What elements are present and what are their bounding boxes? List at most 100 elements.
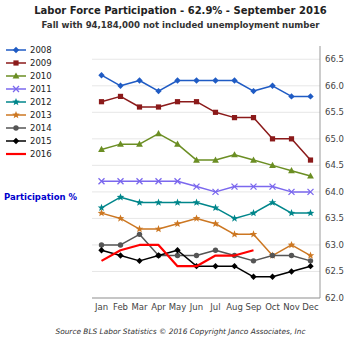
grid-line [92,271,320,272]
point [193,77,199,83]
legend-marker [12,111,20,118]
y-tick-label: 64.0 [325,187,344,197]
point [307,93,313,99]
y-tick-label: 63.0 [325,240,344,250]
point [251,258,256,263]
subtitle: Fall with 94,184,000 not included unempl… [41,20,320,30]
grid-line [92,112,320,113]
legend-swatch [6,153,26,155]
legend-marker [12,98,20,105]
legend-marker [13,60,18,65]
point [194,99,199,104]
point [193,156,200,162]
point [231,263,237,269]
point [136,77,142,83]
point [99,99,104,104]
point [250,274,256,280]
legend-marker [13,47,19,53]
legend-marker [13,125,18,130]
point [174,199,182,206]
x-tick-label: Dec [302,302,319,312]
point [213,189,219,195]
series-line [102,181,311,192]
point [231,151,238,157]
grid-line [92,244,320,245]
point [250,230,258,237]
x-tick-label: Feb [113,302,128,312]
point [289,136,294,141]
point [232,115,237,120]
point [156,253,161,258]
legend-marker [13,138,19,144]
point [269,162,276,168]
point [269,252,277,259]
point [307,172,314,178]
legend-label: 2010 [30,71,52,81]
point [232,184,238,190]
point [269,274,275,280]
point [251,115,256,120]
legend-label: 2016 [30,149,52,159]
grid-line [92,298,320,299]
point [155,225,163,232]
grid-line [92,59,320,60]
x-tick-label: Aug [226,302,243,312]
point [117,83,123,89]
x-tick-label: Jul [209,302,220,312]
point [175,253,180,258]
point [156,104,161,109]
y-tick-label: 64.5 [325,160,344,170]
x-axis-line [92,298,320,299]
point [155,88,161,94]
point [175,99,180,104]
point [174,247,180,253]
point [117,141,124,147]
point [308,258,313,263]
point [155,252,161,258]
y-axis-line [320,46,321,298]
grid-line [92,191,320,192]
point [307,209,315,216]
point [213,248,218,253]
point [212,220,220,227]
series-line [102,134,311,176]
legend-label: 2013 [30,110,52,120]
point [288,167,295,173]
point [308,189,314,195]
point [174,77,180,83]
point [270,136,275,141]
point [231,214,239,221]
series-line [102,197,311,218]
point [136,225,144,232]
point [308,157,313,162]
point [174,220,182,227]
point [118,94,123,99]
series-line [102,75,311,96]
x-tick-label: Nov [283,302,300,312]
point [98,209,106,216]
y-tick-label: 62.0 [325,293,344,303]
point [212,204,220,211]
x-tick-label: Sep [245,302,261,312]
point [118,242,123,247]
point [289,253,294,258]
point [193,214,201,221]
point [212,77,218,83]
grid-line [92,165,320,166]
y-tick-label: 65.0 [325,134,344,144]
legend-label: 2014 [30,123,52,133]
point [117,252,123,258]
point [288,93,294,99]
legend-label: 2012 [30,97,52,107]
point [155,130,162,136]
y-tick-label: 66.5 [325,54,344,64]
point [288,268,294,274]
grid-line [92,85,320,86]
y-tick-label: 63.5 [325,213,344,223]
point [250,209,258,216]
y-tick-label: 62.5 [325,266,344,276]
grid-line [92,218,320,219]
point [212,156,219,162]
point [117,193,125,200]
x-tick-label: Mar [131,302,148,312]
